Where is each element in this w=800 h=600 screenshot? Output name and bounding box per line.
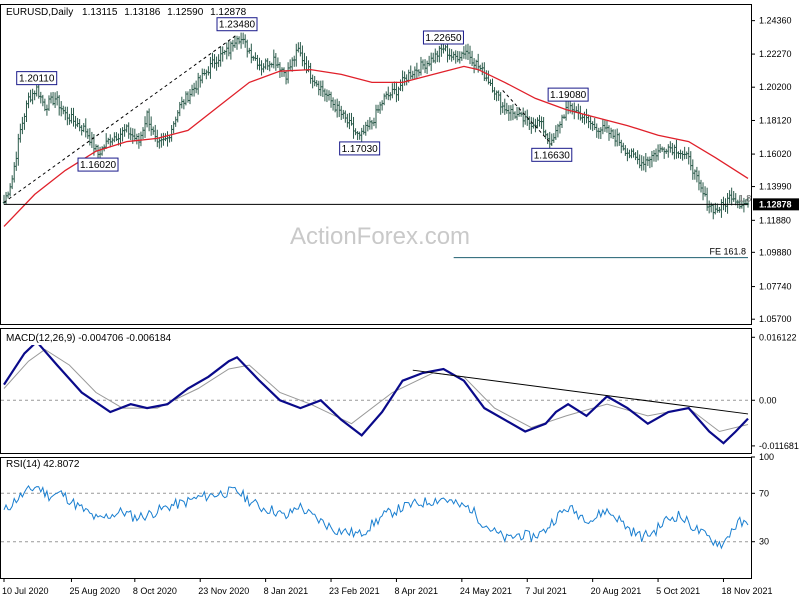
high-value: 1.13186 xyxy=(124,7,161,18)
x-tick-label: 23 Nov 2020 xyxy=(198,586,249,596)
y-tick-label: 1.20200 xyxy=(759,82,792,92)
x-tick-label: 23 Feb 2021 xyxy=(329,586,380,596)
y-tick-label: 1.24360 xyxy=(759,16,792,26)
y-tick-label: 1.05700 xyxy=(759,314,792,324)
y-tick-label: 1.16020 xyxy=(759,149,792,159)
y-tick-label: 1.11880 xyxy=(759,215,791,225)
moving-average-line xyxy=(3,65,749,227)
open-value: 1.13115 xyxy=(82,7,118,18)
svg-text:1.16630: 1.16630 xyxy=(534,150,571,161)
x-tick-label: 8 Jan 2021 xyxy=(264,586,309,596)
price-annotation-1-16630: 1.16630 xyxy=(531,147,573,162)
svg-text:1.22650: 1.22650 xyxy=(425,33,462,44)
price-annotation-1-16020: 1.16020 xyxy=(77,157,119,172)
svg-text:1.19080: 1.19080 xyxy=(550,90,587,101)
price-annotation-1-23480: 1.23480 xyxy=(216,17,258,32)
ohlc-bars xyxy=(2,32,750,220)
macd-panel xyxy=(1,340,751,445)
svg-text:EURUSD,Daily 1.13115: EURUSD,Daily 1.13115 1.13186 1.12590 1.1… xyxy=(6,7,247,18)
fe-161-8-label: FE 161.8 xyxy=(709,247,746,257)
svg-text:1.20110: 1.20110 xyxy=(19,74,55,85)
y-tick-label: -0.011681 xyxy=(759,441,799,451)
price-frame xyxy=(0,4,752,325)
watermark: ActionForex.com xyxy=(290,223,470,250)
y-tick-label: 1.13990 xyxy=(759,182,792,192)
symbol-label: EURUSD,Daily xyxy=(6,7,73,18)
x-tick-label: 20 Aug 2021 xyxy=(591,586,642,596)
x-tick-label: 5 Oct 2021 xyxy=(656,586,700,596)
price-annotation-1-19080: 1.19080 xyxy=(547,87,589,102)
svg-text:1.23480: 1.23480 xyxy=(219,20,256,31)
rsi-line xyxy=(3,484,749,550)
svg-text:1.16020: 1.16020 xyxy=(80,160,117,171)
ohlc-bar xyxy=(746,196,750,208)
macd-trendline xyxy=(412,369,749,415)
x-tick-label: 8 Apr 2021 xyxy=(394,586,438,596)
x-tick-label: 8 Oct 2020 xyxy=(133,586,177,596)
y-tick-label: 1.07740 xyxy=(759,282,792,292)
price-annotation-1-20110: 1.20110 xyxy=(16,71,58,86)
x-tick-label: 10 Jul 2020 xyxy=(2,586,49,596)
panel-frames xyxy=(0,4,752,579)
macd-title: MACD(12,26,9) -0.004706 -0.006184 xyxy=(6,333,172,344)
y-tick-label: 100 xyxy=(759,452,774,462)
low-value: 1.12590 xyxy=(167,7,204,18)
y-tick-label: 1.09880 xyxy=(759,247,792,257)
y-tick-label: 0.00 xyxy=(759,395,777,405)
macd-frame xyxy=(0,328,752,454)
dashed-trendline xyxy=(502,90,553,145)
y-tick-label: 1.18120 xyxy=(759,115,792,125)
x-tick-label: 18 Nov 2021 xyxy=(721,586,772,596)
price-annotation-1-22650: 1.22650 xyxy=(422,30,464,45)
close-value: 1.12878 xyxy=(210,7,247,18)
y-tick-label: 30 xyxy=(759,537,769,547)
x-tick-label: 7 Jul 2021 xyxy=(525,586,567,596)
macd-line xyxy=(3,340,749,445)
x-axis: 10 Jul 2020 25 Aug 2020 8 Oct 2020 23 Nov 2… xyxy=(2,578,773,596)
fe-right-edge-label: 1.8 xyxy=(739,193,752,203)
price-header: EURUSD,Daily 1.13115 1.13186 1.12590 1.1… xyxy=(6,7,247,18)
price-panel: FE 161.8 1.8 1.20110 1.16020 1.23480 1.17030 1… xyxy=(2,17,752,259)
current-price-tag xyxy=(753,198,799,211)
x-tick-label: 25 Aug 2020 xyxy=(69,586,120,596)
x-tick-label: 24 May 2021 xyxy=(460,586,512,596)
y-tick-label: 0.016122 xyxy=(759,332,797,342)
y-axis: 1.24360 1.22270 1.20200 1.18120 1.16020 1.139… xyxy=(751,16,799,547)
rsi-title: RSI(14) 42.8072 xyxy=(6,459,80,470)
y-tick-label: 70 xyxy=(759,488,769,498)
current-price-label: 1.12878 xyxy=(759,199,792,209)
rsi-panel xyxy=(1,484,751,550)
macd-signal-line xyxy=(3,348,749,433)
price-annotation-1-17030: 1.17030 xyxy=(339,141,381,156)
y-tick-label: 1.22270 xyxy=(759,49,792,59)
svg-text:1.17030: 1.17030 xyxy=(342,144,379,155)
macd-title-bg xyxy=(5,332,67,345)
